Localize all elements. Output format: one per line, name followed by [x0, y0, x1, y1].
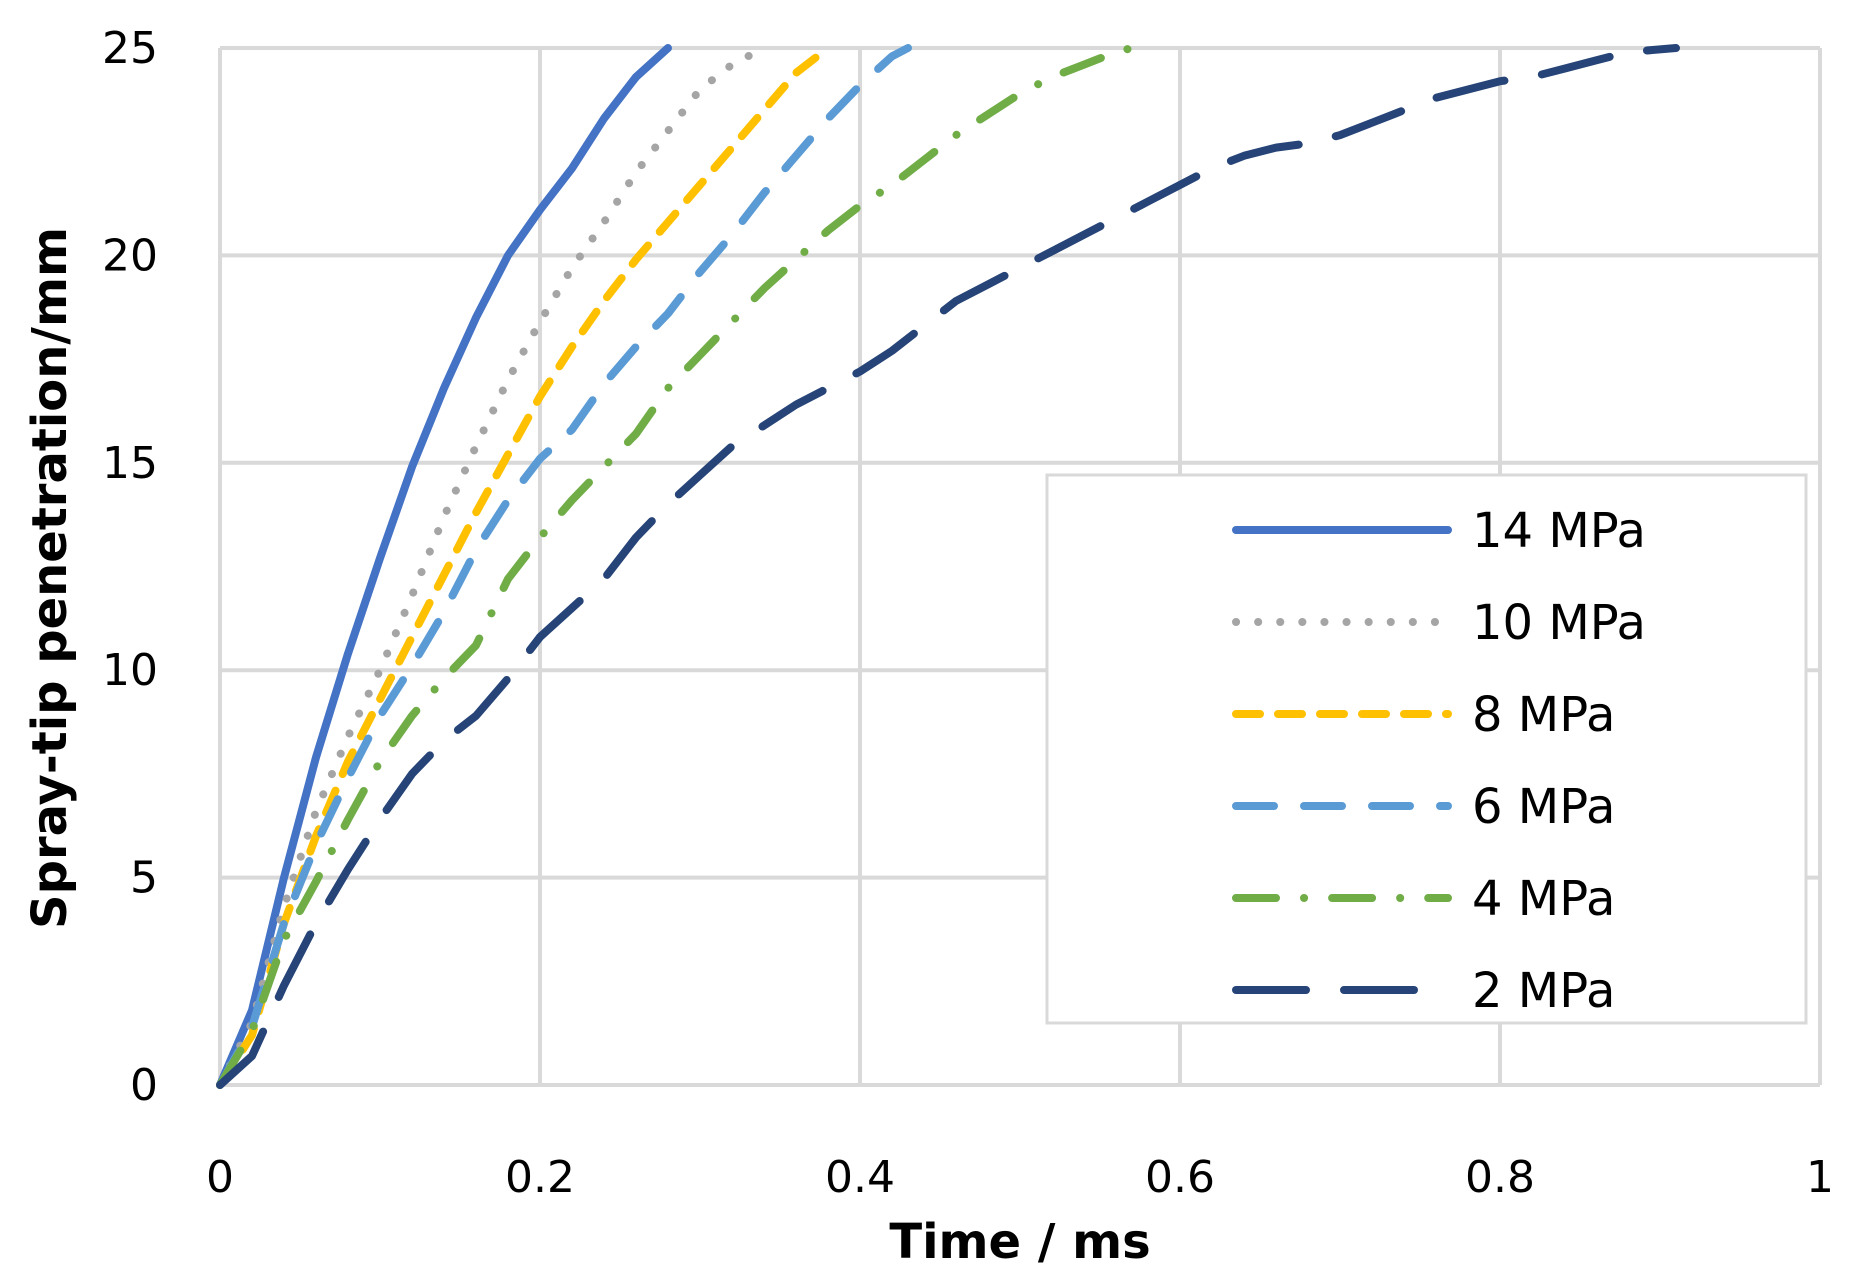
legend-label: 2 MPa: [1472, 963, 1615, 1019]
legend-label: 10 MPa: [1472, 595, 1646, 651]
legend: 14 MPa 10 MPa 8 MPa 6 MPa 4 MPa 2 MPa: [1045, 473, 1808, 1025]
x-tick-label: 1: [1806, 1152, 1834, 1203]
x-tick-label: 0.8: [1465, 1152, 1535, 1203]
y-tick-label: 5: [130, 853, 158, 904]
legend-label: 14 MPa: [1472, 503, 1646, 559]
legend-label: 6 MPa: [1472, 779, 1615, 835]
x-tick-label: 0.6: [1145, 1152, 1215, 1203]
y-tick-label: 10: [102, 645, 158, 696]
legend-label: 4 MPa: [1472, 871, 1615, 927]
series-line-14-mpa: [216, 44, 672, 1089]
gridlines: [218, 46, 1822, 1087]
y-tick-label: 15: [102, 438, 158, 489]
series-line-8-mpa: [216, 44, 832, 1089]
series-line-10-mpa: [216, 44, 768, 1089]
legend-box: [1045, 473, 1808, 1025]
legend-label: 8 MPa: [1472, 687, 1615, 743]
x-tick-label: 0.4: [825, 1152, 895, 1203]
y-tick-label: 25: [102, 23, 158, 74]
series-group: [216, 44, 1680, 1089]
x-tick-label: 0.2: [505, 1152, 575, 1203]
y-axis-label: Spray-tip penetration/mm: [22, 227, 78, 929]
x-axis-label: Time / ms: [889, 1214, 1150, 1270]
series-line-4-mpa: [216, 44, 1136, 1089]
y-tick-label: 0: [130, 1060, 158, 1111]
series-line-2-mpa: [216, 44, 1680, 1089]
y-tick-label: 20: [102, 230, 158, 281]
series-line-6-mpa: [216, 44, 912, 1089]
x-tick-label: 0: [206, 1152, 234, 1203]
